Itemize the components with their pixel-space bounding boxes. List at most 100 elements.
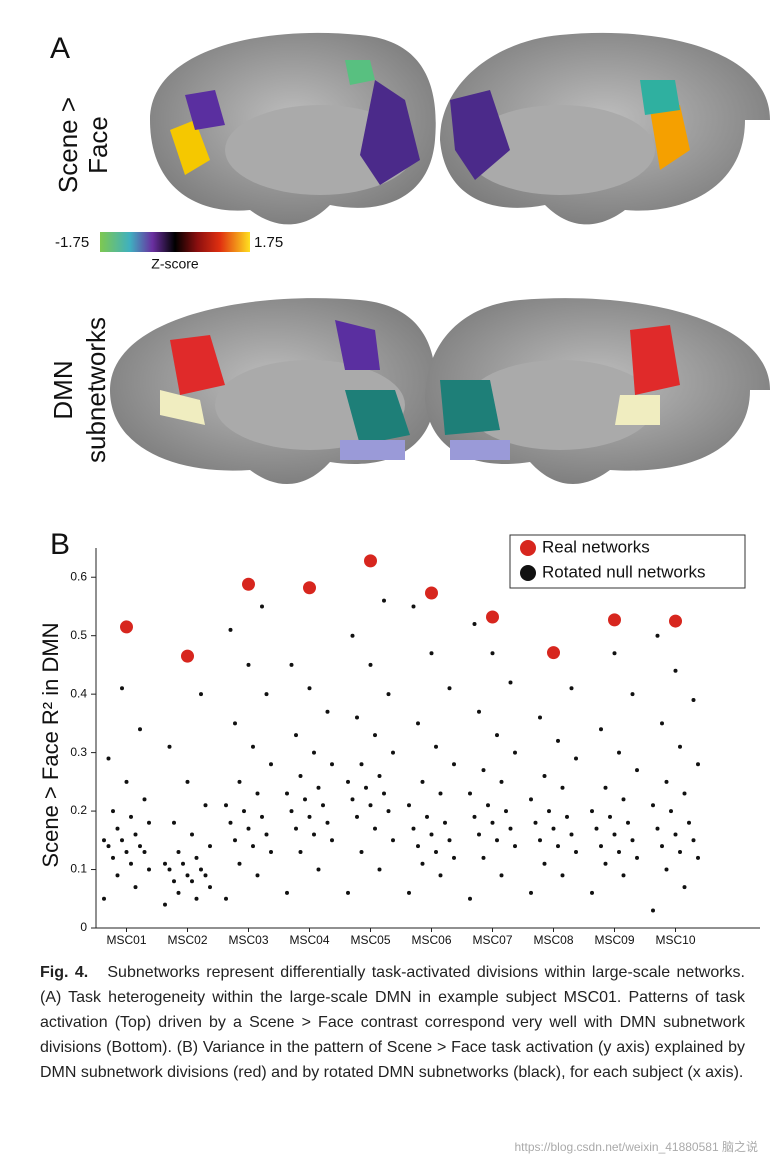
null-point <box>163 861 167 866</box>
x-tick-label: MSC03 <box>228 933 268 947</box>
null-point <box>651 803 655 808</box>
null-point <box>542 861 547 866</box>
null-point <box>664 867 669 872</box>
null-point <box>481 768 486 773</box>
null-point <box>438 791 443 796</box>
null-point <box>377 867 382 872</box>
null-point <box>691 698 696 702</box>
null-point <box>208 885 212 890</box>
null-point <box>224 803 228 808</box>
null-point <box>533 820 538 825</box>
x-tick-label: MSC06 <box>411 933 451 947</box>
row-label: DMN <box>48 360 78 419</box>
null-point <box>687 820 691 825</box>
null-point <box>429 832 434 837</box>
legend-label: Real networks <box>542 537 650 556</box>
null-point <box>411 826 416 831</box>
null-point <box>237 779 242 784</box>
legend-marker <box>520 540 536 556</box>
null-point <box>228 820 233 825</box>
null-point <box>407 890 411 895</box>
null-point <box>120 838 124 843</box>
null-point <box>513 750 517 755</box>
x-tick-label: MSC08 <box>533 933 573 947</box>
null-point <box>551 826 556 831</box>
null-point <box>102 838 106 843</box>
null-point <box>325 709 330 714</box>
null-point <box>391 838 395 843</box>
real-point <box>181 649 194 663</box>
null-point <box>434 850 438 854</box>
null-point <box>594 826 599 831</box>
null-point <box>233 838 237 843</box>
null-point <box>303 797 307 802</box>
null-point <box>167 867 172 872</box>
null-point <box>382 598 386 603</box>
null-point <box>203 873 208 878</box>
null-point <box>508 826 513 831</box>
null-point <box>237 861 242 866</box>
caption-label: Fig. 4. <box>40 964 89 981</box>
null-point <box>124 850 129 854</box>
null-point <box>556 738 560 743</box>
y-axis-label: Scene > Face R² in DMN <box>38 622 63 867</box>
real-point <box>669 614 682 628</box>
legend-label: Rotated null networks <box>542 562 705 581</box>
null-point <box>190 879 194 884</box>
caption: Fig. 4. Subnetworks represent differenti… <box>40 960 745 1085</box>
null-point <box>368 662 373 667</box>
null-point <box>673 668 678 673</box>
legend-marker <box>520 565 536 581</box>
null-point <box>224 896 228 901</box>
null-point <box>529 890 533 895</box>
null-point <box>346 779 350 784</box>
null-point <box>246 826 251 831</box>
null-point <box>312 750 316 755</box>
null-point <box>142 797 147 802</box>
null-point <box>691 838 696 843</box>
null-point <box>260 604 264 609</box>
null-point <box>608 814 612 819</box>
colorbar-max: 1.75 <box>254 234 283 251</box>
null-point <box>350 797 355 802</box>
null-point <box>199 867 203 872</box>
null-point <box>316 785 321 790</box>
null-point <box>138 844 142 849</box>
null-point <box>472 814 477 819</box>
null-point <box>538 715 542 720</box>
null-point <box>481 855 486 860</box>
null-point <box>538 838 542 843</box>
null-point <box>298 774 303 778</box>
real-point <box>364 554 377 568</box>
null-point <box>111 809 115 814</box>
y-tick-label: 0 <box>80 920 87 934</box>
watermark-brand: 脑之说 <box>721 1140 758 1154</box>
null-point <box>203 803 208 808</box>
null-point <box>565 814 569 819</box>
y-tick-label: 0.5 <box>70 628 87 642</box>
x-tick-label: MSC09 <box>594 933 634 947</box>
null-point <box>386 809 391 814</box>
null-point <box>411 604 416 609</box>
x-tick-label: MSC10 <box>655 933 695 947</box>
null-point <box>260 814 264 819</box>
null-point <box>499 873 504 878</box>
null-point <box>251 844 255 849</box>
null-point <box>630 838 635 843</box>
null-point <box>386 692 391 697</box>
null-point <box>285 791 289 796</box>
null-point <box>355 715 359 720</box>
null-point <box>499 779 504 784</box>
real-point <box>547 646 560 660</box>
real-point <box>486 610 499 624</box>
null-point <box>377 774 382 778</box>
null-point <box>529 797 533 802</box>
null-point <box>129 814 133 819</box>
null-point <box>574 850 578 854</box>
null-point <box>621 873 626 878</box>
null-point <box>172 820 176 825</box>
null-point <box>443 820 447 825</box>
null-point <box>630 692 635 697</box>
x-tick-label: MSC04 <box>289 933 329 947</box>
